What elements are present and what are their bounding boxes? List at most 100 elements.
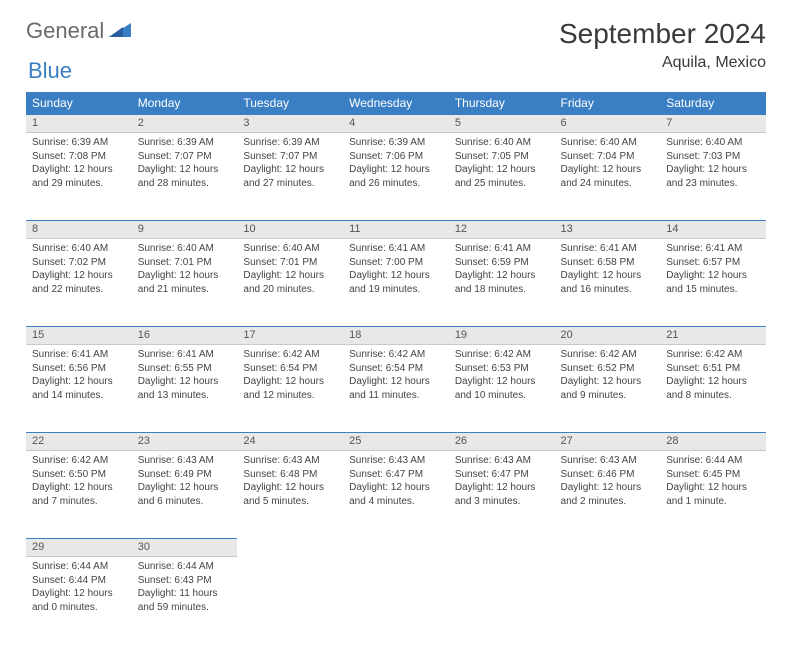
day-number: 23: [132, 433, 238, 451]
day-cell: Sunrise: 6:42 AMSunset: 6:54 PMDaylight:…: [237, 345, 343, 433]
day-cell: Sunrise: 6:40 AMSunset: 7:05 PMDaylight:…: [449, 133, 555, 221]
sunrise-line: Sunrise: 6:43 AM: [138, 454, 232, 468]
sunrise-line: Sunrise: 6:42 AM: [455, 348, 549, 362]
daylight-line: Daylight: 12 hours and 6 minutes.: [138, 481, 232, 508]
sunrise-line: Sunrise: 6:44 AM: [138, 560, 232, 574]
weekday-sunday: Sunday: [26, 92, 132, 115]
daylight-line: Daylight: 12 hours and 13 minutes.: [138, 375, 232, 402]
sunrise-line: Sunrise: 6:41 AM: [666, 242, 760, 256]
daylight-line: Daylight: 12 hours and 4 minutes.: [349, 481, 443, 508]
sunset-line: Sunset: 7:03 PM: [666, 150, 760, 164]
sunset-line: Sunset: 6:57 PM: [666, 256, 760, 270]
content-row: Sunrise: 6:44 AMSunset: 6:44 PMDaylight:…: [26, 557, 766, 645]
daylight-line: Daylight: 12 hours and 20 minutes.: [243, 269, 337, 296]
day-cell: Sunrise: 6:43 AMSunset: 6:47 PMDaylight:…: [449, 451, 555, 539]
sunrise-line: Sunrise: 6:39 AM: [138, 136, 232, 150]
sunset-line: Sunset: 6:51 PM: [666, 362, 760, 376]
daynum-row: 1234567: [26, 115, 766, 133]
sunrise-line: Sunrise: 6:43 AM: [561, 454, 655, 468]
sunset-line: Sunset: 6:45 PM: [666, 468, 760, 482]
daylight-line: Daylight: 12 hours and 25 minutes.: [455, 163, 549, 190]
sunrise-line: Sunrise: 6:41 AM: [455, 242, 549, 256]
daylight-line: Daylight: 12 hours and 21 minutes.: [138, 269, 232, 296]
content-row: Sunrise: 6:41 AMSunset: 6:56 PM Daylight:…: [26, 345, 766, 433]
day-number: 1: [26, 115, 132, 133]
sunset-line: Sunset: 6:48 PM: [243, 468, 337, 482]
day-number: 17: [237, 327, 343, 345]
month-title: September 2024: [559, 18, 766, 50]
day-cell: Sunrise: 6:43 AMSunset: 6:49 PMDaylight:…: [132, 451, 238, 539]
daylight-line: Daylight: 12 hours and 8 minutes.: [666, 375, 760, 402]
day-number: 27: [555, 433, 661, 451]
sunset-line: Sunset: 6:56 PM: [32, 362, 126, 376]
content-row: Sunrise: 6:39 AMSunset: 7:08 PMDaylight:…: [26, 133, 766, 221]
sunrise-line: Sunrise: 6:40 AM: [455, 136, 549, 150]
sunset-line: Sunset: 7:05 PM: [455, 150, 549, 164]
sunset-line: Sunset: 7:00 PM: [349, 256, 443, 270]
sunrise-line: Sunrise: 6:39 AM: [32, 136, 126, 150]
weekday-thursday: Thursday: [449, 92, 555, 115]
day-cell: Sunrise: 6:40 AMSunset: 7:01 PMDaylight:…: [237, 239, 343, 327]
daylight-line: Daylight: 12 hours and 28 minutes.: [138, 163, 232, 190]
day-number: 13: [555, 221, 661, 239]
sunrise-line: Sunrise: 6:42 AM: [666, 348, 760, 362]
sunset-line: Sunset: 6:54 PM: [243, 362, 337, 376]
daylight-line: Daylight: 12 hours and 23 minutes.: [666, 163, 760, 190]
day-number: 11: [343, 221, 449, 239]
daylight-line: Daylight: 12 hours and 2 minutes.: [561, 481, 655, 508]
day-number: 4: [343, 115, 449, 133]
day-number: 20: [555, 327, 661, 345]
day-number: 6: [555, 115, 661, 133]
daynum-row: 2930: [26, 539, 766, 557]
day-cell: Sunrise: 6:39 AMSunset: 7:06 PMDaylight:…: [343, 133, 449, 221]
calendar-table: Sunday Monday Tuesday Wednesday Thursday…: [26, 92, 766, 645]
day-cell: Sunrise: 6:44 AMSunset: 6:45 PMDaylight:…: [660, 451, 766, 539]
daynum-row: 15161718192021: [26, 327, 766, 345]
sunset-line: Sunset: 6:52 PM: [561, 362, 655, 376]
sunset-line: Sunset: 7:01 PM: [243, 256, 337, 270]
logo-text-general: General: [26, 18, 104, 44]
daylight-line: Daylight: 12 hours and 27 minutes.: [243, 163, 337, 190]
day-cell: Sunrise: 6:41 AMSunset: 6:59 PMDaylight:…: [449, 239, 555, 327]
weekday-saturday: Saturday: [660, 92, 766, 115]
day-number: 14: [660, 221, 766, 239]
sunset-line: Sunset: 7:07 PM: [243, 150, 337, 164]
day-cell: Sunrise: 6:41 AMSunset: 6:55 PMDaylight:…: [132, 345, 238, 433]
day-cell: Sunrise: 6:42 AMSunset: 6:51 PMDaylight:…: [660, 345, 766, 433]
day-cell: Sunrise: 6:43 AMSunset: 6:46 PMDaylight:…: [555, 451, 661, 539]
day-number: 18: [343, 327, 449, 345]
day-number: 28: [660, 433, 766, 451]
day-number: 15: [26, 327, 132, 345]
sunset-line: Sunset: 7:06 PM: [349, 150, 443, 164]
day-cell: Sunrise: 6:42 AMSunset: 6:52 PMDaylight:…: [555, 345, 661, 433]
logo: General: [26, 18, 133, 44]
day-number: 12: [449, 221, 555, 239]
day-number: 5: [449, 115, 555, 133]
location: Aquila, Mexico: [559, 54, 766, 72]
content-row: Sunrise: 6:40 AMSunset: 7:02 PMDaylight:…: [26, 239, 766, 327]
sunrise-line: Sunrise: 6:42 AM: [561, 348, 655, 362]
sunrise-line: Sunrise: 6:41 AM: [32, 348, 126, 362]
sunrise-line: Sunrise: 6:40 AM: [138, 242, 232, 256]
sunset-line: Sunset: 6:58 PM: [561, 256, 655, 270]
day-cell: Sunrise: 6:43 AMSunset: 6:47 PMDaylight:…: [343, 451, 449, 539]
daynum-row: 22232425262728: [26, 433, 766, 451]
daylight-line: Daylight: 12 hours and 10 minutes.: [455, 375, 549, 402]
day-cell: Sunrise: 6:39 AMSunset: 7:07 PMDaylight:…: [237, 133, 343, 221]
logo-triangle-icon: [109, 21, 131, 42]
sunset-line: Sunset: 7:01 PM: [138, 256, 232, 270]
daynum-row: 891011121314: [26, 221, 766, 239]
day-cell: Sunrise: 6:39 AMSunset: 7:07 PMDaylight:…: [132, 133, 238, 221]
day-cell: Sunrise: 6:43 AMSunset: 6:48 PMDaylight:…: [237, 451, 343, 539]
day-number: 26: [449, 433, 555, 451]
sunset-line: Sunset: 6:55 PM: [138, 362, 232, 376]
sunset-line: Sunset: 6:47 PM: [349, 468, 443, 482]
sunset-line: Sunset: 6:44 PM: [32, 574, 126, 588]
daylight-line: Daylight: 12 hours and 26 minutes.: [349, 163, 443, 190]
day-number: 19: [449, 327, 555, 345]
daylight-line: Daylight: 12 hours and 3 minutes.: [455, 481, 549, 508]
daylight-line: Daylight: 12 hours and 11 minutes.: [349, 375, 443, 402]
sunrise-line: Sunrise: 6:40 AM: [561, 136, 655, 150]
daylight-line: Daylight: 12 hours and 19 minutes.: [349, 269, 443, 296]
day-number: 10: [237, 221, 343, 239]
